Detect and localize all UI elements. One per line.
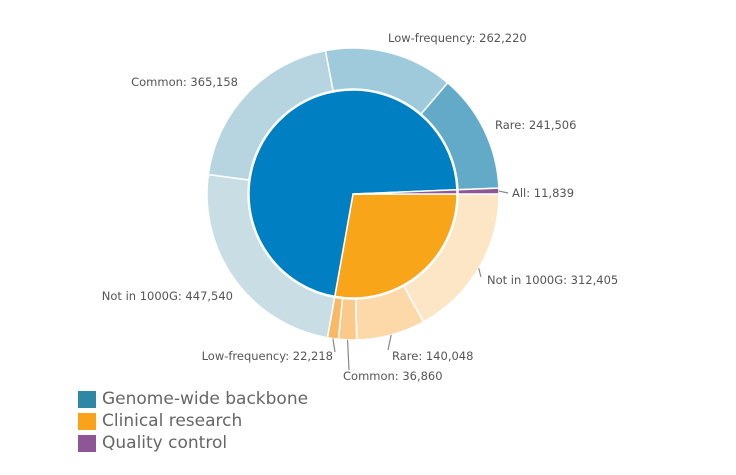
- legend-item-quality-control[interactable]: Quality control: [78, 432, 308, 454]
- slice-label: Not in 1000G: 312,405: [487, 273, 618, 287]
- slice-label: Rare: 140,048: [392, 349, 473, 363]
- legend-item-clinical-research[interactable]: Clinical research: [78, 410, 308, 432]
- leader-line: [387, 334, 392, 351]
- legend-swatch: [78, 390, 96, 408]
- inner-slice-genome-wide-backbone[interactable]: [248, 89, 458, 298]
- slice-label: Low-frequency: 22,218: [202, 349, 333, 363]
- slice-label: All: 11,839: [512, 186, 574, 200]
- legend-swatch: [78, 434, 96, 452]
- legend: Genome-wide backbone Clinical research Q…: [78, 388, 308, 454]
- leader-line: [346, 339, 350, 371]
- legend-label: Genome-wide backbone: [102, 389, 309, 409]
- leader-line: [498, 190, 509, 194]
- legend-item-genome-wide-backbone[interactable]: Genome-wide backbone: [78, 388, 308, 410]
- outer-slice-all[interactable]: [457, 187, 500, 195]
- slice-label: Low-frequency: 262,220: [388, 31, 527, 45]
- leader-line: [332, 338, 336, 353]
- legend-label: Quality control: [102, 433, 228, 453]
- slice-label: Common: 365,158: [131, 75, 238, 89]
- leader-line: [478, 268, 482, 278]
- slice-label: Rare: 241,506: [495, 118, 576, 132]
- inner-slice-quality-control[interactable]: [352, 189, 458, 195]
- inner-slice-clinical-research[interactable]: [333, 193, 458, 299]
- legend-swatch: [78, 412, 96, 430]
- legend-label: Clinical research: [102, 411, 243, 431]
- slice-label: Not in 1000G: 447,540: [102, 289, 233, 303]
- slice-label: Common: 36,860: [343, 369, 443, 383]
